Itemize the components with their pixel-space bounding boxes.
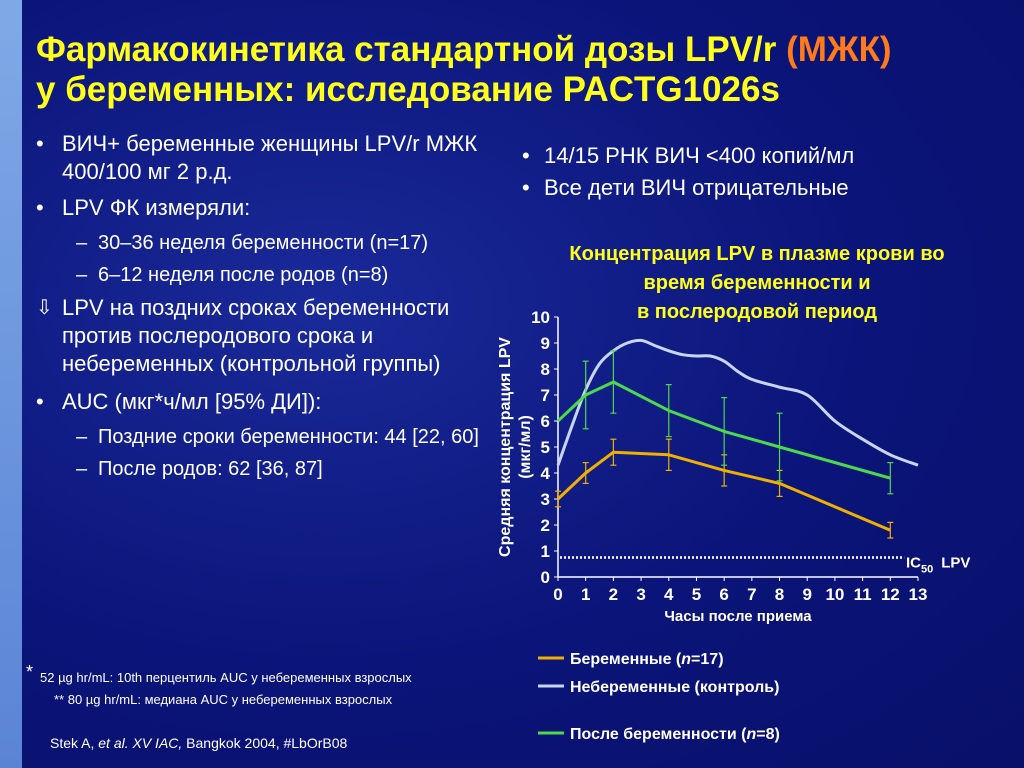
ic50-label: IC50 LPV	[906, 555, 970, 576]
x-tick-label: 4	[664, 585, 674, 604]
y-tick-label: 4	[541, 464, 551, 483]
left-bullet-list: • ВИЧ+ беременные женщины LPV/r МЖК 400/…	[36, 130, 506, 488]
bullet-children: • Все дети ВИЧ отрицательные	[522, 172, 1002, 204]
footnote-star: *	[26, 662, 33, 683]
chart-title-line: Концентрация LPV в плазме крови во	[500, 240, 1014, 269]
y-tick-label: 1	[541, 542, 550, 561]
sub-bullet-text: 6–12 неделя после родов (n=8)	[98, 264, 388, 286]
footnote-line2: ** 80 µg hr/mL: медиана AUC у небеременн…	[54, 692, 392, 707]
dash-icon: –	[76, 262, 87, 288]
bullet-dot-icon: •	[36, 194, 44, 222]
series-line-1	[558, 340, 918, 465]
sub-bullet-text: 30–36 неделя беременности (n=17)	[98, 232, 428, 254]
bullet-dot-icon: •	[522, 140, 530, 172]
title-accent: (МЖК)	[786, 30, 891, 69]
bullet-text: 14/15 РНК ВИЧ <400 копий/мл	[544, 143, 854, 168]
citation-journal: et al. XV IAC,	[98, 735, 182, 751]
sub-bullet-text: После родов: 62 [36, 87]	[98, 458, 323, 480]
side-strip	[0, 0, 22, 768]
y-tick-label: 7	[541, 386, 550, 405]
dash-icon: –	[76, 456, 87, 482]
chart-legend: Беременные (n=17) Небеременные (контроль)…	[538, 651, 780, 743]
bullet-rna: • 14/15 РНК ВИЧ <400 копий/мл	[522, 140, 1002, 172]
title-line2: у беременных: исследование PACTG1026s	[36, 70, 780, 109]
bullet-text: LPV ФК измеряли:	[62, 195, 250, 220]
x-tick-label: 9	[802, 585, 811, 604]
y-axis-label: Средняя концентрация LPV (мкг/мл)	[497, 337, 534, 557]
y-tick-label: 6	[541, 412, 550, 431]
y-tick-label: 8	[541, 360, 550, 379]
y-tick-label: 3	[541, 490, 550, 509]
x-tick-label: 5	[692, 585, 701, 604]
citation-rest: Bangkok 2004, #LbOrB08	[182, 735, 347, 751]
right-bullet-list: • 14/15 РНК ВИЧ <400 копий/мл • Все дети…	[522, 140, 1002, 204]
sub-bullet-text: Поздние сроки беременности: 44 [22, 60]	[98, 426, 479, 448]
bullet-text: ВИЧ+ беременные женщины LPV/r МЖК 400/10…	[62, 131, 477, 184]
dash-icon: –	[76, 230, 87, 256]
arrow-item-lpv-lower: ⇩ LPV на поздних сроках беременности про…	[36, 294, 506, 378]
citation: Stek A, et al. XV IAC, Bangkok 2004, #Lb…	[50, 735, 347, 751]
y-tick-label: 2	[541, 516, 550, 535]
bullet-text: AUC (мкг*ч/мл [95% ДИ]):	[62, 389, 321, 414]
bullet-dot-icon: •	[36, 388, 44, 416]
dash-icon: –	[76, 424, 87, 450]
legend-label-1: Небеременные (контроль)	[570, 679, 779, 696]
bullet-text: Все дети ВИЧ отрицательные	[544, 175, 849, 200]
sub-bullet-weeks-postpartum: – 6–12 неделя после родов (n=8)	[36, 262, 506, 288]
x-tick-label: 11	[854, 585, 872, 604]
x-tick-label: 8	[775, 585, 784, 604]
x-tick-label: 6	[719, 585, 728, 604]
y-tick-label: 5	[541, 438, 550, 457]
down-arrow-icon: ⇩	[36, 294, 53, 322]
slide-title: Фармакокинетика стандартной дозы LPV/r (…	[36, 30, 1016, 110]
sub-bullet-auc-postpartum: – После родов: 62 [36, 87]	[36, 456, 506, 482]
bullet-hiv-pregnant: • ВИЧ+ беременные женщины LPV/r МЖК 400/…	[36, 130, 506, 186]
legend-label-0: Беременные (n=17)	[570, 651, 724, 668]
bullet-dot-icon: •	[36, 130, 44, 158]
x-tick-label: 10	[825, 585, 844, 604]
footnote-line1: 52 µg hr/mL: 10th перцентиль AUC у небер…	[40, 670, 412, 685]
chart-labels: IC50 LPV Средняя концентрация LPV (мкг/мл) Ч…	[497, 337, 970, 625]
bullet-pk-measured: • LPV ФК измеряли:	[36, 194, 506, 222]
x-tick-label: 12	[881, 585, 900, 604]
sub-bullet-auc-pregnancy: – Поздние сроки беременности: 44 [22, 60…	[36, 424, 506, 450]
bullet-auc: • AUC (мкг*ч/мл [95% ДИ]):	[36, 388, 506, 416]
chart-series	[555, 340, 918, 557]
x-tick-label: 3	[636, 585, 645, 604]
y-tick-label: 0	[541, 568, 550, 587]
arrow-item-text: LPV на поздних сроках беременности проти…	[62, 295, 449, 376]
x-tick-label: 1	[581, 585, 590, 604]
x-tick-label: 13	[909, 585, 928, 604]
x-axis-label: Часы после приема	[664, 608, 812, 625]
legend-label-2: После беременности (n=8)	[570, 726, 780, 743]
bullet-dot-icon: •	[522, 172, 530, 204]
y-tick-label: 10	[531, 308, 550, 327]
y-tick-label: 9	[541, 334, 550, 353]
x-tick-label: 0	[553, 585, 562, 604]
chart-axes	[558, 317, 918, 577]
citation-author: Stek A,	[50, 735, 98, 751]
x-tick-label: 7	[747, 585, 756, 604]
x-tick-label: 2	[609, 585, 618, 604]
sub-bullet-weeks-pregnancy: – 30–36 неделя беременности (n=17)	[36, 230, 506, 256]
title-line1: Фармакокинетика стандартной дозы LPV/r	[36, 30, 786, 69]
